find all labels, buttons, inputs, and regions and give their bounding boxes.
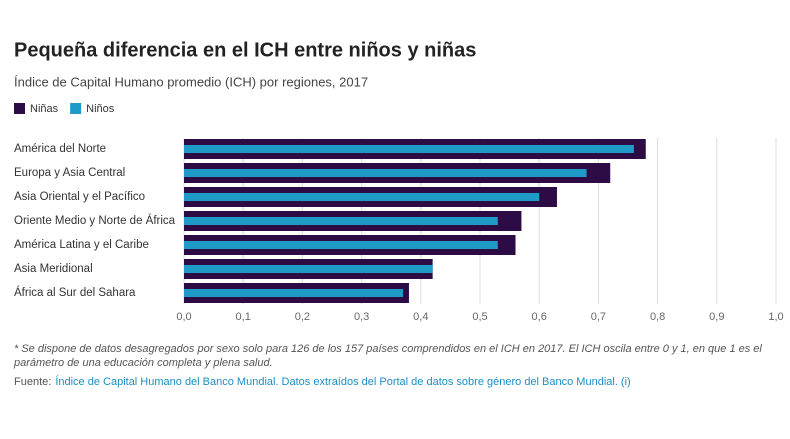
- bar: [184, 289, 404, 297]
- legend-label: Niñas: [30, 103, 59, 115]
- y-tick-label: Asia Meridional: [14, 263, 93, 275]
- legend-swatch: [14, 103, 25, 114]
- chart-title: Pequeña diferencia en el ICH entre niños…: [14, 39, 476, 61]
- bar: [184, 193, 540, 201]
- bar: [184, 241, 498, 249]
- source-link[interactable]: Índice de Capital Humano del Banco Mundi…: [55, 375, 630, 388]
- y-tick-label: América del Norte: [14, 143, 106, 155]
- footnote: parámetro de una educación completa y pl…: [13, 357, 273, 369]
- x-tick-label: 0,4: [413, 311, 428, 323]
- legend-label: Niños: [86, 103, 115, 115]
- x-tick-label: 0,3: [354, 311, 369, 323]
- x-tick-label: 0,2: [295, 311, 310, 323]
- x-tick-label: 0,6: [532, 311, 547, 323]
- footnote: * Se dispone de datos desagregados por s…: [14, 343, 762, 355]
- y-tick-label: América Latina y el Caribe: [14, 239, 149, 251]
- x-tick-label: 0,0: [176, 311, 191, 323]
- bar: [184, 145, 634, 153]
- chart-subtitle: Índice de Capital Humano promedio (ICH) …: [14, 74, 368, 89]
- bar: [184, 217, 498, 225]
- y-tick-label: Oriente Medio y Norte de África: [14, 214, 176, 227]
- y-tick-label: Asia Oriental y el Pacífico: [14, 191, 145, 203]
- x-tick-label: 0,1: [236, 311, 251, 323]
- bar: [184, 169, 587, 177]
- y-tick-label: África al Sur del Sahara: [14, 286, 136, 299]
- bar: [184, 265, 433, 273]
- x-tick-label: 0,5: [472, 311, 487, 323]
- x-tick-label: 0,8: [650, 311, 665, 323]
- source-label: Fuente:: [14, 376, 51, 388]
- legend-swatch: [70, 103, 82, 114]
- x-tick-label: 0,9: [709, 311, 724, 323]
- y-tick-label: Europa y Asia Central: [14, 167, 125, 179]
- x-tick-label: 0,7: [591, 311, 606, 323]
- x-tick-label: 1,0: [768, 311, 783, 323]
